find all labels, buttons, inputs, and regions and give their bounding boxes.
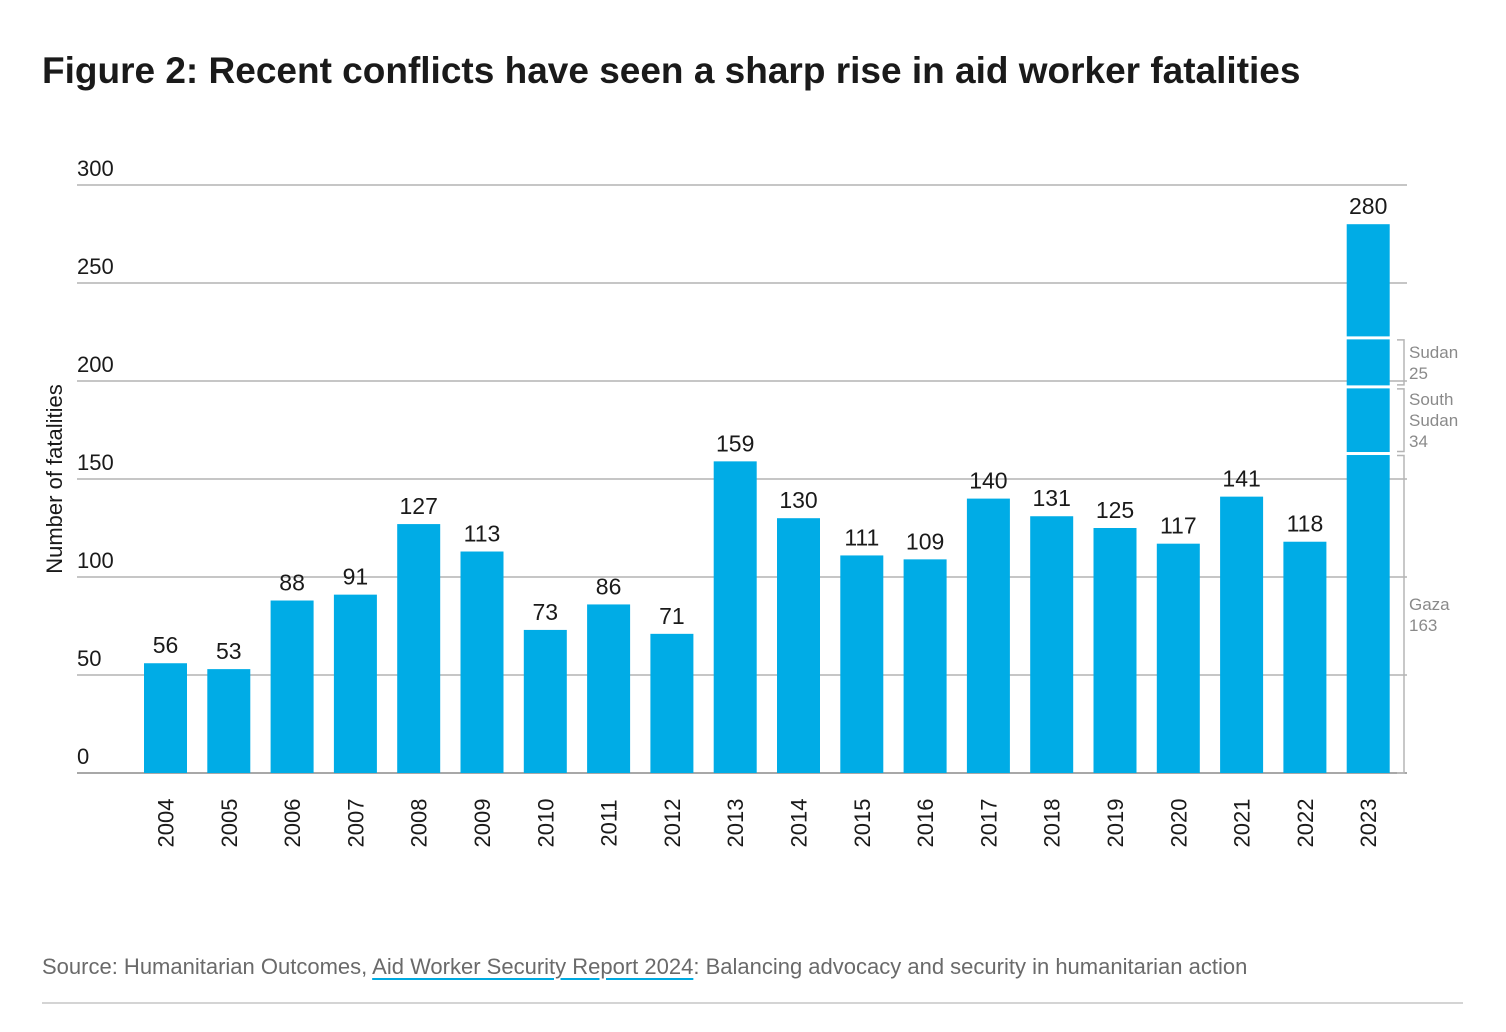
annotation-gaza-line-1: 163 bbox=[1409, 616, 1437, 635]
bar-value-label-2010: 73 bbox=[533, 599, 559, 625]
bottom-divider bbox=[42, 1002, 1463, 1004]
bar-value-label-2019: 125 bbox=[1096, 497, 1134, 523]
bar-chart: 0 50 100 150 200 250 300 Number of fatalities 56… bbox=[42, 156, 1458, 848]
bar-2016 bbox=[903, 559, 947, 773]
x-tick-label-2008: 2008 bbox=[407, 799, 432, 848]
x-tick-label-2018: 2018 bbox=[1040, 799, 1065, 848]
bar-2008 bbox=[397, 524, 441, 773]
bar-2023-segment-south-sudan bbox=[1346, 388, 1390, 453]
bar-value-label-2021: 141 bbox=[1222, 466, 1260, 492]
bar-value-label-2015: 111 bbox=[844, 524, 879, 550]
x-tick-label-2009: 2009 bbox=[470, 799, 495, 848]
source-report-link[interactable]: Aid Worker Security Report 2024 bbox=[372, 954, 694, 979]
bar-2011 bbox=[587, 604, 631, 773]
y-tick-label-0: 0 bbox=[77, 744, 89, 769]
annotation-sudan-line-0: Sudan bbox=[1409, 343, 1458, 362]
x-tick-label-2004: 2004 bbox=[154, 799, 179, 848]
x-tick-label-2006: 2006 bbox=[280, 799, 305, 848]
source-suffix: : Balancing advocacy and security in hum… bbox=[693, 954, 1248, 979]
y-tick-label-100: 100 bbox=[77, 548, 114, 573]
annotation-gaza-line-0: Gaza bbox=[1409, 595, 1450, 614]
x-tick-label-2017: 2017 bbox=[976, 799, 1001, 848]
annotation-south_sudan-line-1: Sudan bbox=[1409, 411, 1458, 430]
bar-value-label-2017: 140 bbox=[969, 468, 1007, 494]
y-tick-label-250: 250 bbox=[77, 254, 114, 279]
bar-2004 bbox=[144, 663, 187, 773]
bar-2023-segment-sudan bbox=[1346, 339, 1390, 386]
bar-2019 bbox=[1093, 528, 1137, 773]
bar-value-label-2012: 71 bbox=[659, 603, 685, 629]
bar-2023-segment-other bbox=[1346, 224, 1390, 337]
x-tick-label-2011: 2011 bbox=[597, 799, 622, 846]
bar-value-label-2004: 56 bbox=[153, 632, 179, 658]
annotation-south_sudan-line-0: South bbox=[1409, 390, 1453, 409]
y-tick-label-50: 50 bbox=[77, 646, 101, 671]
bar-2020 bbox=[1156, 543, 1200, 773]
bar-2012 bbox=[650, 633, 694, 773]
x-tick-label-2014: 2014 bbox=[787, 799, 812, 848]
bar-value-label-2009: 113 bbox=[464, 521, 501, 547]
chart-title: Figure 2: Recent conflicts have seen a s… bbox=[42, 50, 1301, 91]
x-tick-label-2019: 2019 bbox=[1103, 799, 1128, 848]
bar-2023-segment-gaza bbox=[1346, 455, 1390, 773]
bar-2018 bbox=[1030, 516, 1074, 773]
y-tick-label-200: 200 bbox=[77, 352, 114, 377]
bar-value-label-2007: 91 bbox=[343, 564, 369, 590]
source-note: Source: Humanitarian Outcomes, Aid Worke… bbox=[42, 954, 1247, 980]
bar-value-label-2018: 131 bbox=[1033, 485, 1071, 511]
bar-2010 bbox=[523, 629, 567, 773]
bar-value-label-2013: 159 bbox=[716, 430, 754, 456]
bracket-sudan bbox=[1397, 339, 1405, 386]
bar-2005 bbox=[207, 669, 251, 773]
bar-2021 bbox=[1220, 496, 1264, 773]
x-tick-label-2023: 2023 bbox=[1356, 799, 1381, 848]
bar-value-label-2005: 53 bbox=[216, 638, 242, 664]
bar-value-label-2008: 127 bbox=[400, 493, 438, 519]
bar-2017 bbox=[966, 498, 1010, 773]
bar-2007 bbox=[333, 594, 377, 773]
bar-2009 bbox=[460, 551, 504, 773]
bar-2015 bbox=[840, 555, 884, 773]
bar-value-label-2020: 117 bbox=[1160, 513, 1197, 539]
bracket-south_sudan bbox=[1397, 388, 1405, 453]
x-tick-label-2020: 2020 bbox=[1166, 799, 1191, 848]
source-prefix: Source: Humanitarian Outcomes, bbox=[42, 954, 373, 979]
bar-value-label-2016: 109 bbox=[906, 528, 944, 554]
y-tick-label-300: 300 bbox=[77, 156, 114, 181]
bar-2022 bbox=[1283, 541, 1327, 773]
bar-2013 bbox=[713, 461, 757, 773]
bar-value-label-2023: 280 bbox=[1349, 193, 1387, 219]
annotation-south_sudan-line-2: 34 bbox=[1409, 432, 1428, 451]
bar-value-label-2006: 88 bbox=[279, 570, 305, 596]
bar-2006 bbox=[270, 600, 314, 773]
y-tick-label-150: 150 bbox=[77, 450, 114, 475]
x-tick-label-2015: 2015 bbox=[850, 799, 875, 848]
x-tick-label-2022: 2022 bbox=[1293, 799, 1318, 848]
x-tick-label-2012: 2012 bbox=[660, 799, 685, 848]
bracket-gaza bbox=[1397, 454, 1405, 774]
bar-2014 bbox=[777, 518, 820, 773]
x-tick-label-2010: 2010 bbox=[533, 799, 558, 848]
x-tick-label-2013: 2013 bbox=[723, 799, 748, 848]
x-tick-label-2007: 2007 bbox=[343, 799, 368, 848]
y-axis-label: Number of fatalities bbox=[42, 384, 67, 574]
bar-value-label-2022: 118 bbox=[1287, 511, 1324, 537]
x-tick-label-2016: 2016 bbox=[913, 799, 938, 848]
bar-value-label-2014: 130 bbox=[779, 487, 817, 513]
annotation-sudan-line-1: 25 bbox=[1409, 364, 1428, 383]
x-tick-label-2005: 2005 bbox=[217, 799, 242, 848]
x-tick-label-2021: 2021 bbox=[1230, 799, 1255, 848]
bar-value-label-2011: 86 bbox=[596, 573, 622, 599]
